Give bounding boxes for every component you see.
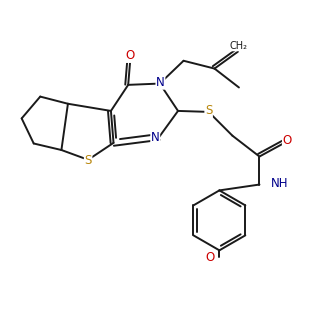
Text: N: N [156, 76, 165, 89]
Text: O: O [283, 134, 292, 147]
Text: S: S [84, 154, 92, 167]
Text: CH₂: CH₂ [230, 41, 248, 51]
Text: O: O [126, 49, 135, 62]
Text: N: N [151, 131, 160, 145]
Text: O: O [206, 251, 215, 264]
Text: S: S [205, 104, 212, 117]
Text: NH: NH [271, 177, 288, 190]
